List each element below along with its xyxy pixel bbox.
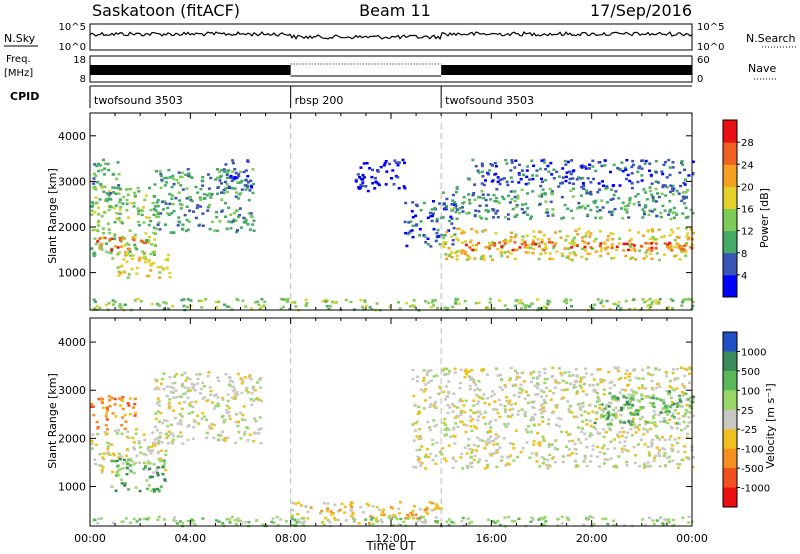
colorbar-tick-label: 25 xyxy=(741,406,754,417)
freq-unit: [MHz] xyxy=(4,68,33,79)
velocity-panel: 1000 2000 3000 4000 00:00 04:00 08:00 12:00 16:0… xyxy=(58,317,770,545)
colorbar-tick-label: 16 xyxy=(741,205,754,216)
y-tick-label: 1000 xyxy=(58,267,86,280)
x-tick-label: 20:00 xyxy=(576,532,608,545)
heatmap-cells xyxy=(90,366,695,528)
y-tick-label: 4000 xyxy=(58,336,86,349)
colorbar-tick-label: 20 xyxy=(741,182,754,193)
beam-label: Beam 11 xyxy=(359,1,431,20)
cpid-segment-label: rbsp 200 xyxy=(295,94,344,107)
x-tick-label: 16:00 xyxy=(475,532,507,545)
colorbar-tick-label: 24 xyxy=(741,160,754,171)
freq-tick-bottom: 8 xyxy=(80,74,86,85)
colorbar-tick-label: 1000 xyxy=(741,347,766,358)
x-tick-label: 08:00 xyxy=(275,532,307,545)
nave-tick-bottom: 0 xyxy=(697,74,703,85)
freq-label: Freq. xyxy=(6,54,31,65)
power-panel: 1000 2000 3000 4000 4 8 12 16 20 24 28 xyxy=(58,112,754,312)
x-axis-label: Time UT xyxy=(365,539,416,553)
date-label: 17/Sep/2016 xyxy=(590,1,692,20)
nave-label: Nave xyxy=(748,62,776,75)
velocity-ylabel: Slant Range [km] xyxy=(46,373,59,469)
nsky-label: N.Sky xyxy=(4,32,36,45)
colorbar: 1000 500 100 25 -25 -100 -500 -1000 xyxy=(722,331,770,508)
nsearch-tick-top: 10^5 xyxy=(697,22,724,33)
nsearch-tick-bottom: 10^0 xyxy=(697,42,724,53)
cpid-segment-label: twofsound 3503 xyxy=(445,94,534,107)
colorbar-tick-label: 100 xyxy=(741,386,760,397)
freq-tick-top: 18 xyxy=(73,55,86,66)
y-tick-label: 3000 xyxy=(58,175,86,188)
cpid-segments: twofsound 3503 rbsp 200 twofsound 3503 xyxy=(89,86,534,108)
y-tick-label: 1000 xyxy=(58,481,86,494)
nsky-tick-top: 10^5 xyxy=(59,22,86,33)
x-tick-label: 04:00 xyxy=(174,532,206,545)
colorbar-tick-label: -500 xyxy=(741,464,764,475)
colorbar-tick-label: 28 xyxy=(741,138,754,149)
cpid-segment-label: twofsound 3503 xyxy=(94,94,183,107)
x-tick-label: 00:00 xyxy=(74,532,106,545)
nsky-tick-bottom: 10^0 xyxy=(59,42,86,53)
colorbar-tick-label: 12 xyxy=(741,227,754,238)
colorbar: 4 8 12 16 20 24 28 xyxy=(722,119,754,298)
power-colorbar-label: Power [dB] xyxy=(758,188,771,248)
colorbar-tick-label: 4 xyxy=(741,271,747,282)
colorbar-tick-label: -100 xyxy=(741,445,764,456)
colorbar-tick-label: -1000 xyxy=(741,484,770,495)
y-tick-label: 3000 xyxy=(58,384,86,397)
y-tick-label: 4000 xyxy=(58,130,86,143)
nsky-panel xyxy=(89,23,693,51)
freq-trace xyxy=(90,63,692,77)
power-ylabel: Slant Range [km] xyxy=(46,168,59,264)
cpid-label: CPID xyxy=(10,90,39,103)
velocity-colorbar-label: Velocity [m s⁻¹] xyxy=(764,383,777,468)
y-tick-label: 2000 xyxy=(58,432,86,445)
x-tick-label: 12:00 xyxy=(375,532,407,545)
colorbar-tick-label: -25 xyxy=(741,425,757,436)
heatmap-cells xyxy=(90,158,695,312)
nave-tick-top: 60 xyxy=(697,55,710,66)
nsky-trace xyxy=(89,31,693,41)
x-tick-label: 00:00 xyxy=(676,532,708,545)
colorbar-tick-label: 500 xyxy=(741,367,760,378)
plot-title: Saskatoon (fitACF) xyxy=(92,1,240,20)
y-tick-label: 2000 xyxy=(58,221,86,234)
nsearch-label: N.Search xyxy=(746,32,796,45)
colorbar-tick-label: 8 xyxy=(741,249,747,260)
